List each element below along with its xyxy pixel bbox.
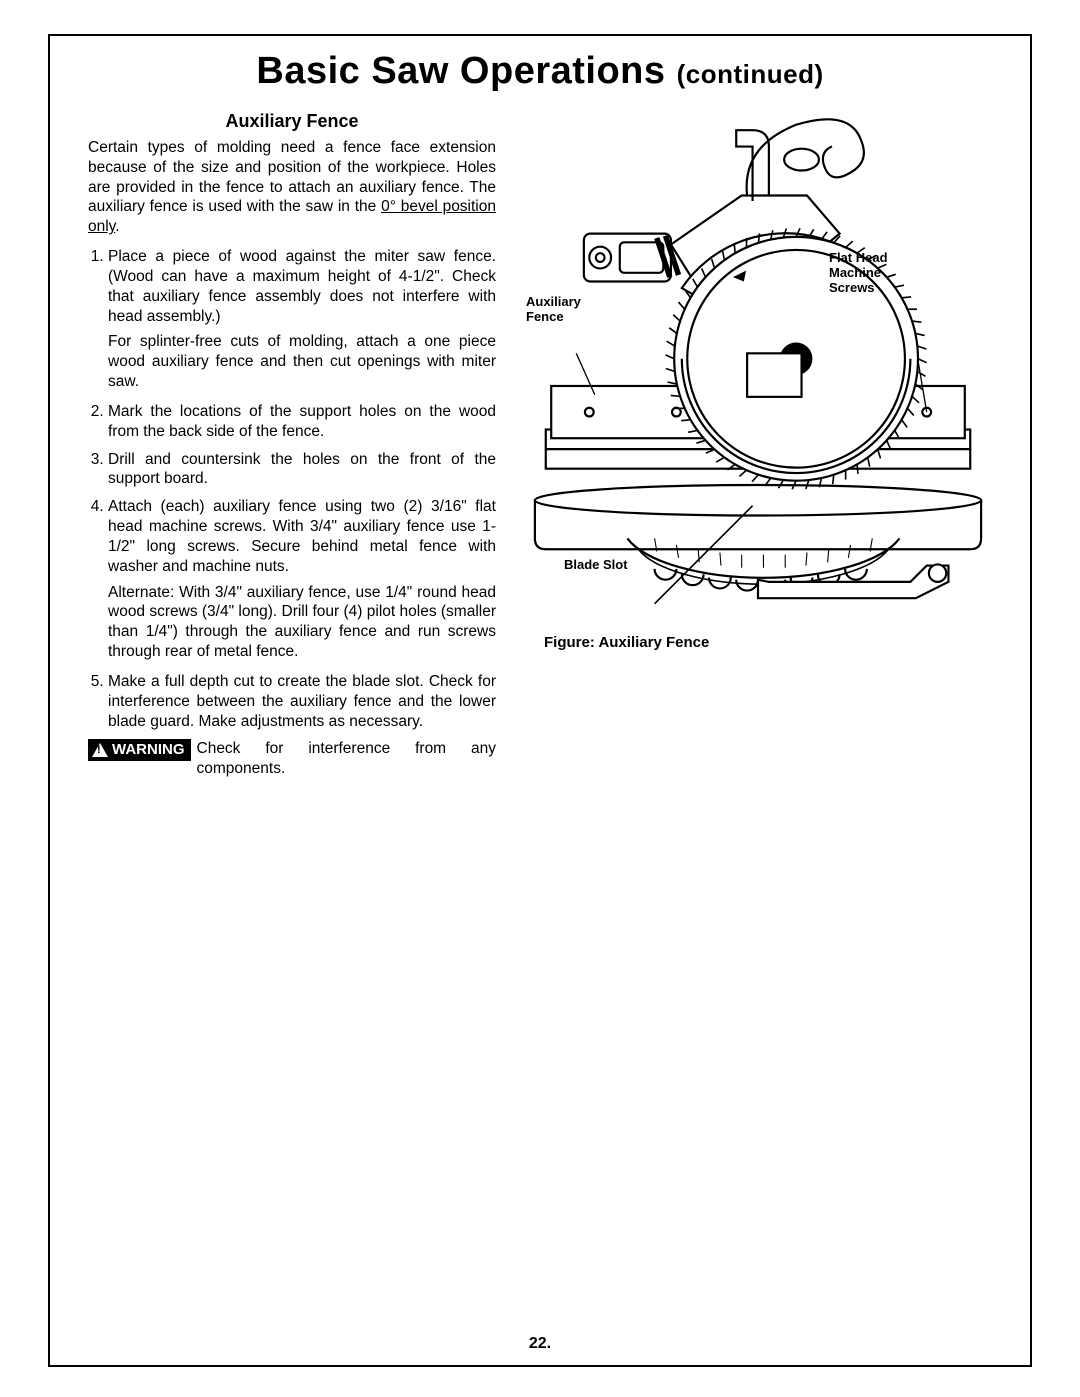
step-5: Make a full depth cut to create the blad… [108,672,496,731]
page-border: Basic Saw Operations (continued) Auxilia… [48,34,1032,1367]
intro-paragraph: Certain types of molding need a fence fa… [88,138,496,237]
intro-post: . [115,218,119,235]
step-1-note: For splinter-free cuts of molding, attac… [108,332,496,391]
warning-badge: WARNING [88,739,191,761]
warning-icon [92,743,108,757]
right-column: AuxiliaryFence Flat HeadMachineScrews Bl… [524,103,992,779]
step-2: Mark the locations of the support holes … [108,402,496,442]
figure-caption: Figure: Auxiliary Fence [544,634,992,651]
warning-text: Check for interference from any componen… [197,739,497,779]
title-main: Basic Saw Operations [256,50,665,92]
page-title: Basic Saw Operations (continued) [88,50,992,93]
step-1: Place a piece of wood against the miter … [108,247,496,392]
step-4-note: Alternate: With 3/4" auxiliary fence, us… [108,583,496,662]
warning-label: WARNING [112,741,185,758]
figure-label-blade-slot: Blade Slot [564,558,628,573]
steps-list: Place a piece of wood against the miter … [88,247,496,731]
page-number: 22. [50,1335,1030,1353]
left-column: Auxiliary Fence Certain types of molding… [88,103,496,779]
step-4: Attach (each) auxiliary fence using two … [108,497,496,662]
step-4-text: Attach (each) auxiliary fence using two … [108,498,496,574]
title-continued: (continued) [677,59,824,89]
columns: Auxiliary Fence Certain types of molding… [88,103,992,779]
figure-label-screws: Flat HeadMachineScrews [829,251,888,296]
step-3: Drill and countersink the holes on the f… [108,450,496,490]
figure-label-aux-fence: AuxiliaryFence [526,295,581,325]
step-1-text: Place a piece of wood against the miter … [108,248,496,324]
subheading: Auxiliary Fence [88,111,496,132]
miter-saw-illustration [524,103,992,615]
warning-row: WARNING Check for interference from any … [88,739,496,779]
page: Basic Saw Operations (continued) Auxilia… [0,0,1080,1397]
figure: AuxiliaryFence Flat HeadMachineScrews Bl… [524,103,992,651]
